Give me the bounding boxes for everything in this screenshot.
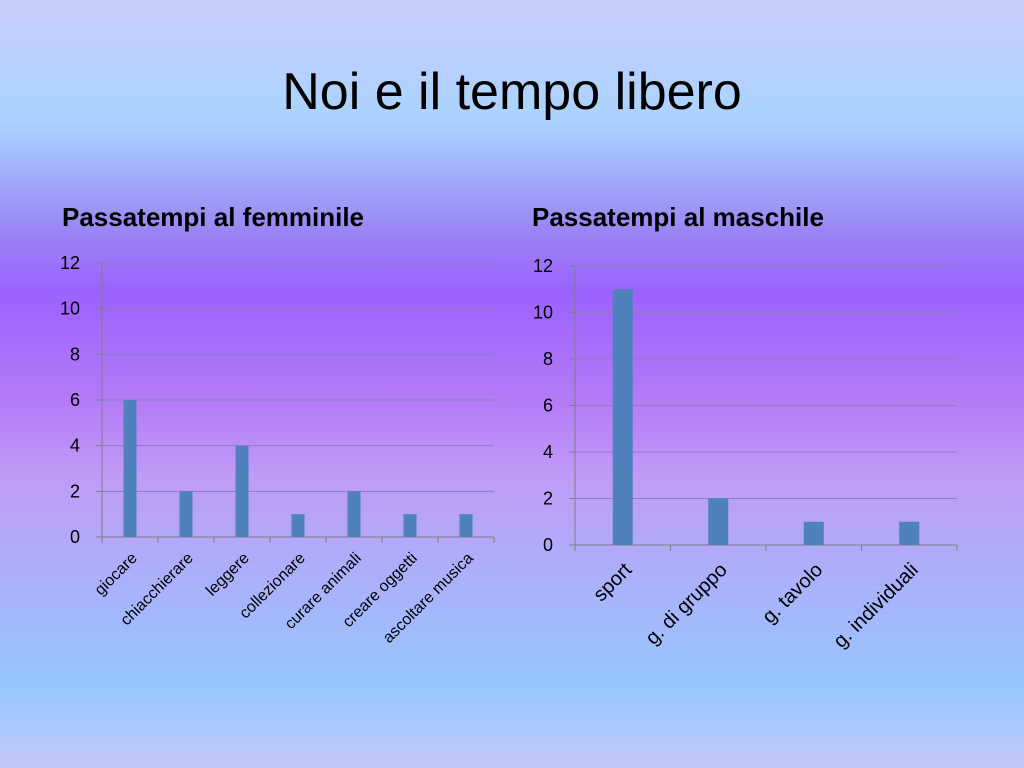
bar — [708, 498, 729, 545]
bar — [612, 289, 633, 545]
y-tick-label: 2 — [543, 489, 553, 509]
y-tick-label: 8 — [70, 344, 80, 364]
y-tick-label: 2 — [70, 481, 80, 501]
y-tick-label: 10 — [533, 303, 553, 323]
bar — [403, 514, 417, 537]
bar — [459, 514, 473, 537]
y-tick-label: 6 — [543, 396, 553, 416]
chart-title-male: Passatempi al maschile — [532, 202, 824, 232]
y-tick-label: 0 — [70, 527, 80, 547]
chart-title-female: Passatempi al femminile — [62, 202, 365, 232]
bar — [347, 491, 361, 537]
y-tick-label: 10 — [60, 299, 80, 319]
bar — [899, 521, 920, 545]
bar — [235, 445, 249, 537]
slide-title: Noi e il tempo libero — [282, 63, 742, 121]
y-tick-label: 4 — [543, 442, 553, 462]
x-category-label: g. tavolo — [758, 559, 827, 628]
y-tick-label: 8 — [543, 349, 553, 369]
x-category-label: g. individuali — [829, 559, 922, 652]
y-tick-label: 0 — [543, 535, 553, 555]
x-category-label: g. di gruppo — [642, 559, 732, 649]
bar — [803, 521, 824, 545]
x-category-label: sport — [589, 559, 636, 606]
bar — [123, 400, 137, 537]
y-tick-label: 6 — [70, 390, 80, 410]
y-tick-label: 4 — [70, 436, 80, 456]
y-tick-label: 12 — [533, 256, 553, 276]
bar — [291, 514, 305, 537]
y-tick-label: 12 — [60, 253, 80, 273]
bar — [179, 491, 193, 537]
